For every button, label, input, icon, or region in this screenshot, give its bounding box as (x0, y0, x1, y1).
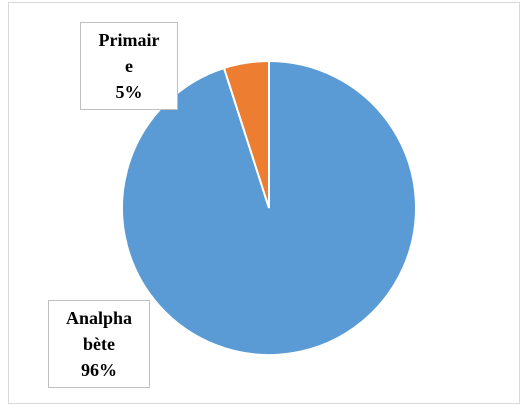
value-label: 5% (115, 82, 143, 102)
chart-frame (8, 2, 520, 404)
value-label: 96% (81, 360, 117, 380)
pie-slice (222, 59, 270, 209)
category-label: Primaire (98, 30, 160, 76)
category-label: Analphabète (65, 308, 133, 354)
data-label: Analphabète 96% (48, 300, 150, 388)
data-label: Primaire 5% (80, 22, 178, 110)
